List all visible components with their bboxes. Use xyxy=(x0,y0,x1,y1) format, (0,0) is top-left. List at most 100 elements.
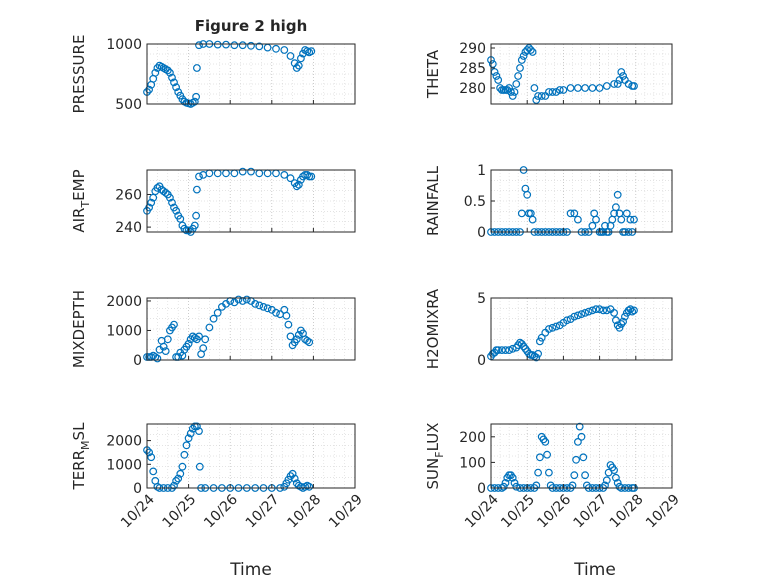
data-point xyxy=(612,203,620,212)
data-point xyxy=(222,40,230,49)
data-point xyxy=(307,172,316,181)
data-point xyxy=(508,473,517,482)
data-point xyxy=(184,339,193,348)
data-point xyxy=(192,64,201,72)
data-point xyxy=(176,214,185,223)
data-point xyxy=(303,336,312,345)
data-point xyxy=(570,209,579,218)
data-point xyxy=(579,453,588,462)
y-tick-label: 0 xyxy=(477,353,486,369)
data-point xyxy=(286,332,295,341)
data-point xyxy=(247,167,255,176)
data-point xyxy=(192,185,201,194)
data-point xyxy=(151,68,160,77)
data-point xyxy=(548,88,557,96)
data-point xyxy=(584,307,593,316)
y-tick-label: 100 xyxy=(459,455,486,471)
data-point xyxy=(602,82,611,90)
data-point xyxy=(592,215,600,224)
data-point xyxy=(170,78,178,87)
data-point xyxy=(255,301,264,310)
data-point xyxy=(592,305,600,314)
data-point xyxy=(292,335,301,344)
data-point xyxy=(610,80,618,88)
data-point xyxy=(624,306,633,315)
y-tick-label: 0 xyxy=(133,353,142,369)
axes-box xyxy=(146,169,356,233)
data-point xyxy=(537,333,546,342)
x-tick-label: 10/28 xyxy=(284,492,324,532)
figure-title: Figure 2 high xyxy=(195,17,308,35)
data-point xyxy=(612,473,620,482)
y-tick-label: 1000 xyxy=(106,323,142,339)
data-point xyxy=(190,334,199,342)
data-point xyxy=(255,42,264,51)
y-tick-label: 2000 xyxy=(106,294,142,310)
axes-box xyxy=(146,43,356,105)
x-tick-label: 10/25 xyxy=(160,492,200,532)
data-point xyxy=(234,295,243,304)
data-point xyxy=(512,482,521,491)
data-point xyxy=(201,335,210,344)
data-point xyxy=(180,450,189,459)
data-point xyxy=(599,306,608,315)
y-tick-label: 500 xyxy=(115,97,142,113)
data-point xyxy=(545,325,553,333)
data-point xyxy=(153,183,162,192)
data-point xyxy=(178,462,187,471)
data-point xyxy=(570,471,579,480)
data-point xyxy=(541,438,550,446)
y-tick-label: 0 xyxy=(133,481,142,497)
data-point xyxy=(168,198,176,207)
y-tick-label: 1000 xyxy=(106,37,142,53)
subplot-3: 240 260 AIRTEMP xyxy=(70,167,356,236)
data-point xyxy=(168,73,176,82)
data-point xyxy=(242,295,251,304)
data-point xyxy=(303,170,312,179)
data-point xyxy=(294,61,303,70)
y-tick-label: 5 xyxy=(477,291,486,307)
data-point xyxy=(548,323,557,332)
y-tick-label: 285 xyxy=(459,61,486,77)
data-point xyxy=(595,84,604,92)
data-point xyxy=(292,182,301,191)
data-point xyxy=(195,332,203,341)
data-point xyxy=(172,477,181,485)
data-point xyxy=(626,215,635,224)
data-point xyxy=(184,226,193,235)
data-point xyxy=(190,422,199,431)
data-point xyxy=(612,316,620,325)
data-point xyxy=(622,209,631,218)
data-point xyxy=(501,479,510,487)
data-point xyxy=(507,88,515,96)
data-point xyxy=(145,448,154,457)
subplot-4: 0 0.5 1 RAINFALL xyxy=(424,163,673,241)
data-point xyxy=(145,85,154,94)
subplot-6: 0 5 H2OMIXRA xyxy=(424,288,673,369)
data-point xyxy=(294,331,303,339)
x-axis-label-left: Time xyxy=(229,560,272,580)
data-point xyxy=(545,468,553,477)
data-point xyxy=(230,41,239,50)
data-point xyxy=(190,221,199,230)
axes-box xyxy=(146,297,356,361)
data-point xyxy=(575,422,584,431)
data-point xyxy=(145,203,154,212)
x-tick-label: 10/25 xyxy=(498,492,538,532)
data-point xyxy=(195,172,203,181)
y-axis-label: AIRTEMP xyxy=(70,169,92,232)
y-tick-label: 0 xyxy=(477,225,486,241)
data-point xyxy=(294,180,303,189)
data-point xyxy=(488,60,497,68)
data-point xyxy=(199,344,208,353)
data-point xyxy=(534,92,542,100)
data-point xyxy=(505,346,514,355)
data-point xyxy=(170,481,178,490)
data-point xyxy=(280,46,289,54)
axes-box xyxy=(490,43,673,105)
data-point xyxy=(292,64,301,72)
data-point xyxy=(523,190,532,199)
data-point xyxy=(532,353,541,362)
